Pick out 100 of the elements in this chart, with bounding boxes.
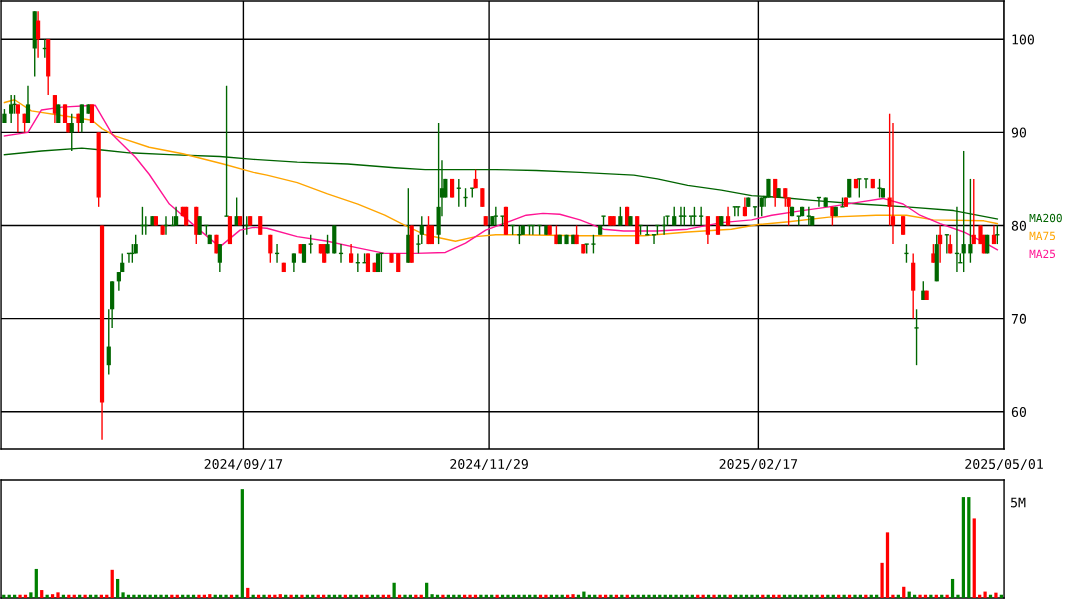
bar	[777, 594, 781, 598]
candlestick	[307, 234, 314, 255]
bar	[50, 594, 55, 598]
bar	[815, 594, 819, 598]
candlestick	[681, 206, 688, 227]
bar	[891, 594, 895, 598]
bar	[441, 594, 445, 598]
candlestick	[698, 206, 704, 227]
candlestick	[691, 206, 698, 227]
candlestick	[197, 215, 202, 236]
candlestick	[349, 243, 354, 264]
candlestick	[268, 234, 273, 264]
x-tick-label: 2025/05/01	[965, 459, 1043, 471]
bar	[685, 594, 689, 598]
bar	[479, 594, 483, 598]
candlestick	[258, 215, 263, 236]
bar	[739, 594, 743, 598]
bar	[967, 497, 971, 598]
x-tick-label: 2025/02/17	[719, 459, 798, 471]
bar	[994, 592, 998, 598]
bar	[506, 594, 510, 598]
candlestick	[25, 85, 31, 124]
bar	[240, 489, 244, 598]
candlestick	[900, 215, 906, 236]
bar	[278, 594, 282, 598]
bar	[430, 594, 434, 598]
bar	[902, 586, 906, 598]
bar	[83, 594, 87, 598]
bar	[365, 594, 369, 598]
bar	[885, 532, 890, 598]
bar	[880, 562, 884, 598]
x-tick-label: 2024/09/17	[204, 459, 283, 471]
candlestick	[106, 308, 111, 376]
text: MA75	[1029, 231, 1056, 241]
candlestick	[783, 187, 788, 208]
bar	[235, 594, 239, 598]
bar	[961, 497, 966, 598]
bar	[425, 582, 429, 598]
candlestick	[217, 243, 222, 273]
candlestick	[15, 103, 20, 134]
bar	[956, 594, 960, 598]
bar	[56, 592, 60, 598]
bar	[18, 594, 22, 598]
candlestick	[752, 206, 758, 217]
candlestick	[863, 178, 869, 189]
candlestick	[971, 178, 976, 245]
y-tick-label: 90	[1011, 127, 1027, 138]
candlestick	[590, 234, 597, 255]
y-tick-label: 80	[1011, 220, 1027, 231]
bar	[116, 578, 120, 598]
text: MA25	[1029, 249, 1056, 259]
candlestick	[9, 94, 14, 124]
bar	[571, 594, 575, 598]
bar	[647, 594, 651, 598]
bar	[246, 587, 250, 598]
y-tick-label: 70	[1011, 313, 1027, 324]
candlestick	[419, 215, 424, 245]
bar	[582, 591, 586, 598]
bar	[853, 594, 857, 598]
bar	[392, 582, 396, 598]
bar	[327, 594, 331, 598]
bar	[788, 594, 792, 598]
y-tick-label: 60	[1011, 407, 1027, 417]
candlestick	[678, 206, 684, 227]
bar	[533, 594, 537, 598]
bar	[121, 592, 125, 598]
y-tick-label: 100	[1012, 34, 1034, 45]
bar	[636, 594, 640, 598]
bar	[94, 594, 98, 598]
bar	[29, 592, 33, 598]
candlestick	[938, 224, 943, 264]
bar	[300, 594, 304, 598]
bar	[918, 594, 922, 598]
bar	[208, 594, 212, 598]
x-tick-label: 2024/11/29	[450, 459, 528, 471]
bar	[224, 594, 228, 598]
bar	[544, 594, 548, 598]
candlestick	[913, 308, 920, 366]
bar	[34, 568, 38, 598]
candlestick	[688, 215, 694, 227]
bar	[159, 594, 163, 598]
bar	[186, 594, 190, 598]
bar	[750, 594, 754, 598]
text: MA200	[1029, 213, 1062, 223]
bar	[972, 518, 976, 598]
bar	[609, 594, 613, 598]
candlestick	[480, 187, 485, 208]
text: 5M	[1011, 497, 1026, 508]
bar	[110, 569, 114, 598]
bar	[712, 594, 716, 598]
candlestick	[35, 10, 41, 59]
bar	[289, 594, 293, 598]
candlestick	[705, 215, 710, 245]
bar	[468, 594, 472, 598]
candlestick	[291, 252, 296, 273]
bar	[674, 594, 678, 598]
bar	[950, 578, 955, 598]
bar	[132, 594, 136, 598]
bar	[197, 594, 201, 598]
bar	[262, 594, 266, 598]
